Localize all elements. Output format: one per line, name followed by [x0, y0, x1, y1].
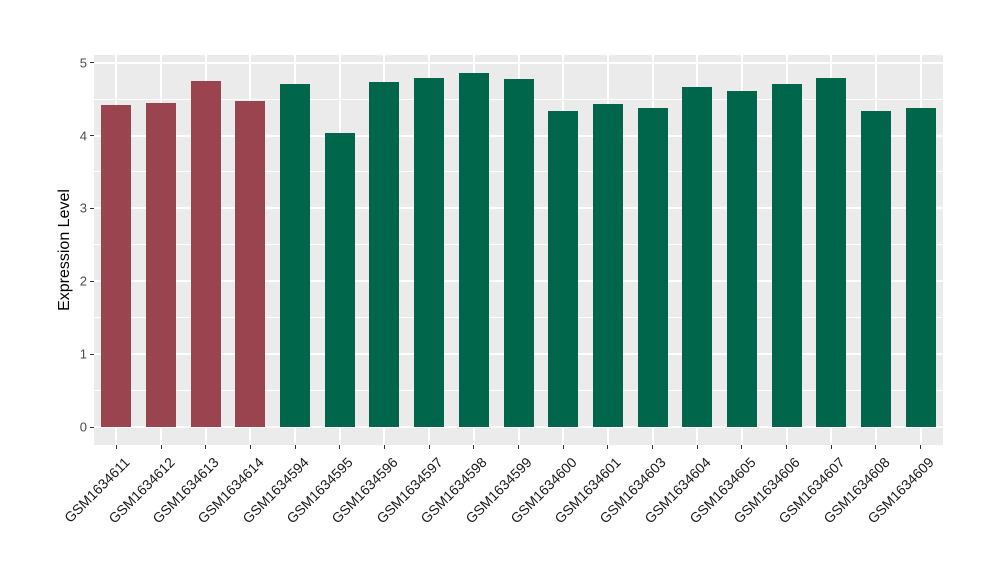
- y-tick-label-3: 3: [79, 200, 87, 216]
- bar-GSM1634595: [324, 133, 355, 428]
- y-tick-mark: [90, 62, 94, 64]
- bar-GSM1634612: [146, 102, 177, 428]
- y-tick-label-0: 0: [79, 419, 87, 435]
- bar-GSM1634600: [548, 111, 579, 428]
- x-tick-mark: [920, 445, 922, 449]
- bar-GSM1634599: [503, 79, 534, 428]
- bar-GSM1634603: [637, 107, 668, 428]
- x-tick-mark: [383, 445, 385, 449]
- bar-GSM1634611: [101, 104, 132, 428]
- bar-GSM1634608: [860, 111, 891, 428]
- bar-GSM1634613: [190, 80, 221, 428]
- x-tick-mark: [115, 445, 117, 449]
- bar-GSM1634604: [682, 87, 713, 428]
- x-tick-mark: [786, 445, 788, 449]
- x-tick-mark: [652, 445, 654, 449]
- y-tick-label-2: 2: [79, 273, 87, 289]
- x-tick-mark: [294, 445, 296, 449]
- x-tick-mark: [518, 445, 519, 449]
- x-tick-mark: [562, 445, 564, 449]
- y-tick-mark: [90, 426, 94, 428]
- y-tick-mark: [90, 280, 94, 282]
- bar-GSM1634596: [369, 82, 400, 428]
- y-tick-mark: [90, 135, 94, 136]
- x-tick-mark: [607, 445, 609, 449]
- bar-GSM1634594: [280, 83, 311, 428]
- x-tick-mark: [741, 445, 743, 449]
- bar-GSM1634606: [771, 84, 802, 428]
- y-tick-label-4: 4: [79, 128, 87, 143]
- x-tick-mark: [339, 445, 341, 449]
- plot-panel: [94, 55, 943, 445]
- x-tick-mark: [428, 445, 430, 449]
- bar-GSM1634597: [414, 77, 445, 428]
- bar-GSM1634605: [726, 91, 757, 428]
- y-tick-mark: [90, 353, 94, 355]
- x-tick-mark: [205, 445, 207, 449]
- x-tick-mark: [473, 445, 475, 449]
- y-tick-mark: [90, 207, 94, 209]
- y-tick-label-5: 5: [79, 55, 87, 71]
- x-tick-mark: [696, 445, 698, 449]
- bar-GSM1634609: [905, 107, 936, 428]
- bar-GSM1634614: [235, 101, 266, 428]
- x-tick-mark: [875, 445, 877, 449]
- x-tick-mark: [249, 445, 251, 449]
- bar-GSM1634601: [592, 104, 623, 428]
- x-tick-mark: [830, 445, 832, 449]
- bar-GSM1634598: [458, 72, 489, 428]
- x-tick-mark: [160, 445, 162, 449]
- y-tick-label-1: 1: [79, 346, 87, 362]
- gridline-horizontal-major: [94, 61, 943, 64]
- bar-GSM1634607: [816, 77, 847, 428]
